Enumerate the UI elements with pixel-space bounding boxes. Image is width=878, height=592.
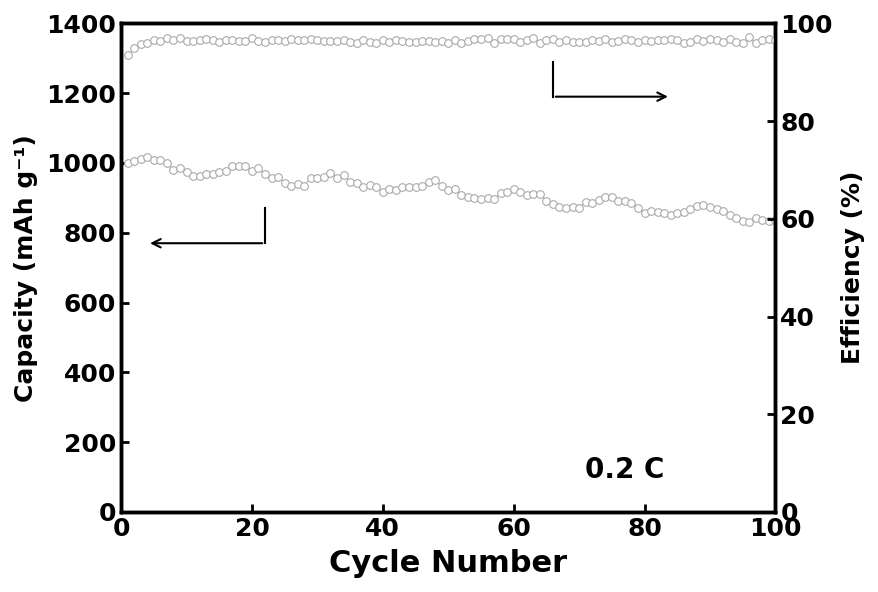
X-axis label: Cycle Number: Cycle Number xyxy=(329,549,566,578)
Text: 0.2 C: 0.2 C xyxy=(585,456,664,484)
Y-axis label: Efficiency (%): Efficiency (%) xyxy=(840,171,864,364)
Y-axis label: Capacity (mAh g⁻¹): Capacity (mAh g⁻¹) xyxy=(14,134,38,401)
